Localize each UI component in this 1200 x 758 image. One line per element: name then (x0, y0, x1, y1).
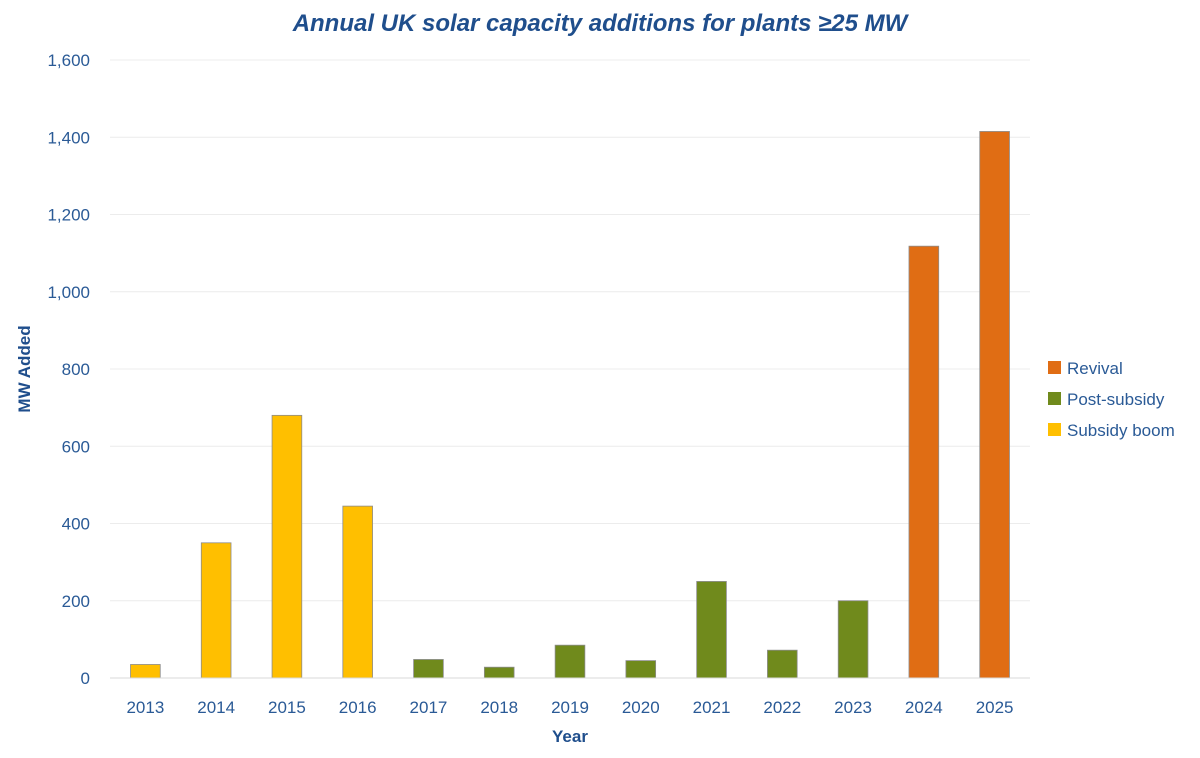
x-tick-label: 2017 (410, 698, 448, 717)
bar-2013 (130, 664, 161, 679)
y-axis-ticks: 0 200 400 600 800 1,000 1,200 1,400 1,600 (47, 51, 90, 688)
bar-2016 (342, 505, 373, 679)
legend-swatch (1048, 423, 1061, 436)
bar-2025 (979, 131, 1010, 679)
x-tick-label: 2015 (268, 698, 306, 717)
y-axis-title: MW Added (15, 325, 34, 412)
legend-label: Subsidy boom (1067, 421, 1175, 440)
bars (130, 131, 1010, 679)
x-tick-label: 2020 (622, 698, 660, 717)
x-tick-label: 2025 (976, 698, 1014, 717)
x-tick-label: 2014 (197, 698, 235, 717)
bar-2021 (696, 581, 727, 679)
legend-label: Post-subsidy (1067, 390, 1165, 409)
bar-2018 (483, 666, 515, 679)
x-axis-ticks: 2013 2014 2015 2016 2017 2018 2019 2020 2021 2022… (126, 698, 1013, 717)
y-tick-label: 800 (62, 360, 90, 379)
y-tick-label: 0 (81, 669, 90, 688)
x-tick-label: 2016 (339, 698, 377, 717)
x-tick-label: 2024 (905, 698, 943, 717)
bar-2023 (837, 600, 869, 679)
x-tick-label: 2021 (693, 698, 731, 717)
legend-swatch (1048, 392, 1061, 405)
chart-title: Annual UK solar capacity additions for p… (292, 10, 908, 37)
x-tick-label: 2018 (480, 698, 518, 717)
x-axis-title: Year (552, 727, 588, 746)
y-tick-label: 400 (62, 515, 90, 534)
y-tick-label: 1,200 (47, 206, 90, 225)
y-tick-label: 600 (62, 437, 90, 456)
gridlines (110, 59, 1030, 602)
legend-label: Revival (1067, 359, 1123, 378)
bar-2024 (908, 245, 940, 679)
y-tick-label: 1,600 (47, 51, 90, 70)
bar-2017 (413, 659, 444, 679)
x-tick-label: 2022 (763, 698, 801, 717)
bar-2019 (554, 644, 586, 679)
bar-2014 (200, 542, 232, 679)
legend: Revival Post-subsidy Subsidy boom (1048, 359, 1175, 440)
legend-swatch (1048, 361, 1061, 374)
y-tick-label: 200 (62, 592, 90, 611)
bar-2015 (271, 414, 303, 679)
y-tick-label: 1,400 (47, 128, 90, 147)
x-tick-label: 2019 (551, 698, 589, 717)
x-tick-label: 2013 (126, 698, 164, 717)
y-tick-label: 1,000 (47, 283, 90, 302)
bar-2020 (625, 660, 657, 679)
bar-2022 (767, 649, 798, 679)
x-tick-label: 2023 (834, 698, 872, 717)
